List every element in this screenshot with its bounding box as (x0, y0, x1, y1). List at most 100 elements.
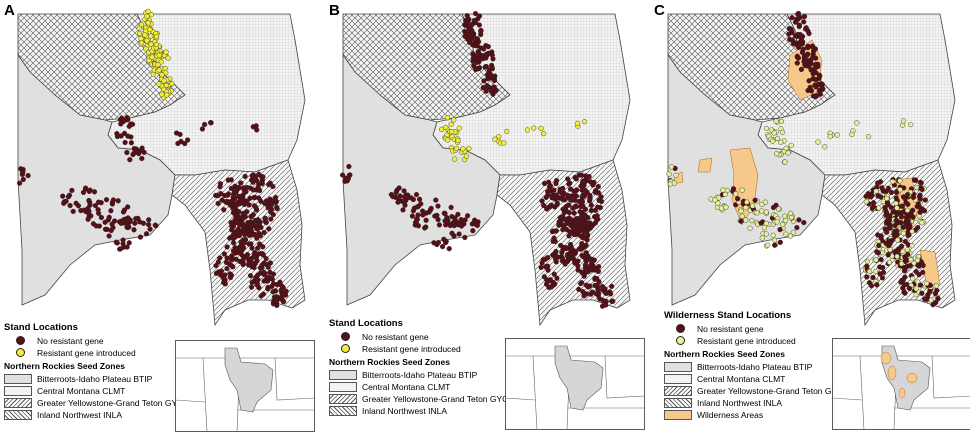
stand-point (871, 200, 877, 206)
stand-point (777, 239, 783, 245)
state-boundary (931, 355, 970, 399)
stand-point (899, 243, 905, 249)
stand-point (928, 297, 934, 303)
stand-point (242, 173, 248, 180)
stand-point (182, 141, 188, 147)
stand-point (866, 280, 873, 286)
stand-point (559, 215, 566, 221)
legend-row-inla: Inland Northwest INLA (4, 409, 189, 420)
stand-point (114, 133, 121, 140)
stand-point (808, 58, 814, 64)
stand-point (443, 218, 449, 224)
stand-point (235, 226, 241, 233)
stand-point (765, 242, 771, 248)
stand-point (902, 290, 908, 296)
stand-point (221, 207, 227, 213)
stand-point (556, 195, 562, 201)
stand-point (420, 212, 426, 218)
stand-point (566, 181, 572, 187)
stand-point (111, 218, 118, 224)
stand-point (900, 122, 906, 128)
stand-point (795, 10, 802, 17)
stand-point (743, 205, 749, 211)
stand-point (813, 61, 819, 68)
stand-point (559, 258, 566, 264)
stand-point (582, 229, 588, 235)
stand-point (402, 194, 408, 200)
stand-point (815, 139, 821, 145)
stand-point (199, 126, 206, 132)
stand-point (572, 193, 578, 199)
stand-point (804, 52, 810, 58)
legend-row-inla: Inland Northwest INLA (664, 397, 849, 408)
stand-point (754, 210, 760, 216)
stand-point (878, 233, 884, 239)
stand-point (587, 225, 594, 231)
legend-panel-b: Stand Locations No resistant gene Resist… (329, 318, 514, 417)
stand-point (792, 33, 799, 39)
stand-point (25, 173, 31, 179)
stand-point (142, 32, 148, 38)
stand-point (163, 49, 169, 55)
stand-point (161, 78, 167, 84)
stand-point (20, 176, 26, 183)
stand-point (905, 263, 911, 269)
stand-point (718, 205, 725, 211)
stand-point (224, 255, 230, 261)
stand-point (471, 63, 477, 69)
stand-point (267, 203, 274, 210)
stand-point (738, 208, 744, 214)
stand-point (481, 78, 487, 84)
legend-row-btip: Bitterroots-Idaho Plateau BTIP (329, 369, 514, 380)
stand-point (733, 191, 739, 197)
btip-swatch-icon (329, 369, 357, 380)
stand-point (793, 19, 799, 25)
stand-point (268, 216, 274, 222)
stand-point (225, 177, 231, 183)
light-green-dot-icon (676, 336, 685, 345)
stand-point (902, 238, 908, 245)
stand-point (125, 204, 131, 210)
stand-point (153, 41, 160, 48)
stand-point (394, 187, 400, 193)
stand-point (159, 91, 165, 98)
stand-point (133, 216, 139, 222)
stand-point (584, 233, 590, 239)
stand-point (538, 264, 544, 271)
stand-point (790, 229, 796, 236)
legend-label: No resistant gene (37, 335, 104, 346)
stand-point (887, 240, 893, 247)
stand-point (120, 118, 127, 125)
stand-point (772, 242, 778, 248)
legend-row-no-gene: No resistant gene (329, 331, 514, 342)
stand-point (220, 274, 226, 281)
stand-point (346, 163, 352, 170)
stand-point (801, 220, 807, 226)
stand-point (131, 146, 137, 152)
stand-point (156, 67, 162, 73)
stand-point (890, 179, 896, 185)
stand-point (272, 288, 279, 294)
stand-point (864, 258, 870, 265)
stand-point (579, 241, 585, 247)
legend-label: Inland Northwest INLA (697, 397, 783, 408)
stand-point (547, 203, 554, 209)
legend-row-gene: Resistant gene introduced (664, 335, 849, 346)
stand-point (588, 207, 594, 214)
stand-point (796, 22, 803, 28)
stand-point (483, 88, 489, 94)
stand-point (819, 85, 826, 91)
legend-row-gygt: Greater Yellowstone-Grand Teton GYGT (664, 385, 849, 396)
stand-point (106, 233, 112, 239)
stand-point (149, 54, 155, 60)
stand-point (413, 192, 420, 198)
stand-point (92, 203, 99, 209)
stand-point (907, 212, 913, 219)
stand-point (582, 188, 589, 194)
stand-point (872, 269, 879, 275)
legend-label: Bitterroots-Idaho Plateau BTIP (37, 373, 153, 384)
stand-point (890, 209, 896, 215)
stand-point (416, 196, 423, 202)
stand-point (887, 247, 893, 253)
stand-point (918, 179, 924, 186)
